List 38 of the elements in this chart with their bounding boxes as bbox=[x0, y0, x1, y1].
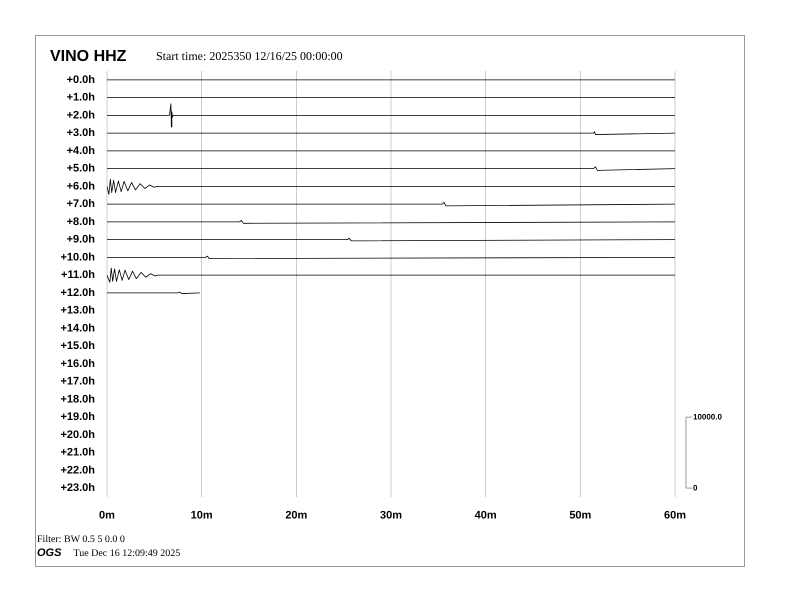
y-tick-label: +13.0h bbox=[60, 304, 96, 317]
y-tick-label: +22.0h bbox=[60, 464, 96, 476]
text: OGS bbox=[37, 547, 62, 559]
y2-tick-label: 10000.0 bbox=[693, 412, 722, 422]
y-tick-label: +17.0h bbox=[60, 376, 96, 388]
y-tick-label: +23.0h bbox=[60, 482, 96, 494]
x-tick-label: 50m bbox=[569, 510, 592, 522]
y-tick-label: +18.0h bbox=[60, 393, 96, 406]
y-tick-label: +16.0h bbox=[60, 358, 96, 370]
y-tick-label: +2.0h bbox=[66, 109, 96, 122]
text: Filter: BW 0.5 5 0.0 0 bbox=[37, 534, 125, 545]
y-tick-label: +19.0h bbox=[60, 411, 96, 424]
x-tick-label: 30m bbox=[380, 510, 402, 522]
text: Tue Dec 16 12:09:49 2025 bbox=[73, 548, 180, 559]
x-tick-label: 60m bbox=[664, 510, 686, 522]
y-tick-label: +5.0h bbox=[66, 162, 96, 175]
y-tick-label: +0.0h bbox=[66, 74, 96, 86]
y-tick-label: +6.0h bbox=[66, 180, 96, 192]
y-tick-label: +11.0h bbox=[61, 269, 96, 282]
y2-tick-label: 0 bbox=[693, 483, 698, 492]
y-tick-label: +10.0h bbox=[60, 251, 96, 264]
y-tick-label: +21.0h bbox=[60, 446, 96, 459]
y-tick-label: +3.0h bbox=[66, 127, 96, 140]
y-tick-label: +8.0h bbox=[66, 216, 96, 228]
y-tick-label: +9.0h bbox=[66, 234, 96, 246]
chart-title: VINO HHZ bbox=[50, 48, 127, 65]
y-tick-label: +20.0h bbox=[60, 428, 96, 441]
y-tick-label: +15.0h bbox=[60, 340, 96, 352]
x-tick-label: 10m bbox=[190, 510, 213, 522]
x-tick-label: 40m bbox=[474, 510, 497, 522]
chart-subtitle: Start time: 2025350 12/16/25 00:00:00 bbox=[156, 49, 343, 63]
y-tick-label: +7.0h bbox=[66, 198, 96, 210]
y-tick-label: +14.0h bbox=[60, 322, 96, 334]
y-tick-label: +1.0h bbox=[66, 92, 96, 104]
y-tick-label: +12.0h bbox=[60, 286, 96, 299]
y-tick-label: +4.0h bbox=[66, 144, 96, 157]
x-tick-label: 0m bbox=[99, 510, 116, 522]
x-tick-label: 20m bbox=[285, 510, 308, 522]
